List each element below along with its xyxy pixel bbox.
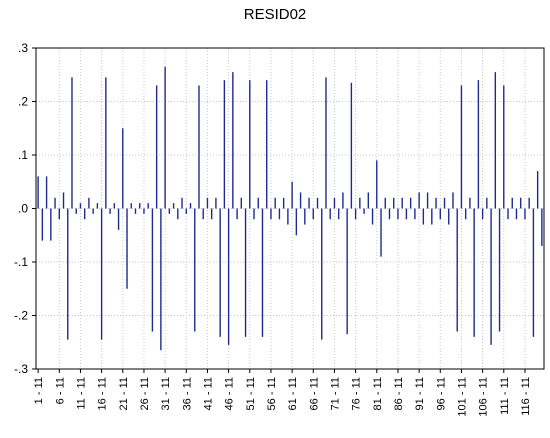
y-tick-label: -.1 xyxy=(14,255,28,269)
x-tick-label: 116 - 11 xyxy=(520,377,532,416)
x-tick-label: 61 - 11 xyxy=(287,377,299,410)
y-tick-label: -.3 xyxy=(14,362,28,376)
chart-title: RESID02 xyxy=(243,6,307,23)
x-tick-label: 56 - 11 xyxy=(266,377,278,410)
x-tick-label: 96 - 11 xyxy=(435,377,447,410)
x-tick-label: 101 - 11 xyxy=(456,377,468,417)
x-tick-label: 71 - 11 xyxy=(329,377,341,410)
x-tick-label: 76 - 11 xyxy=(351,377,363,410)
x-tick-label: 26 - 11 xyxy=(139,377,151,410)
y-tick-label: .1 xyxy=(18,148,28,162)
x-tick-label: 106 - 11 xyxy=(478,377,490,417)
x-tick-label: 111 - 11 xyxy=(499,377,511,415)
y-tick-label: .3 xyxy=(18,41,28,55)
x-tick-label: 41 - 11 xyxy=(202,377,214,410)
x-tick-label: 66 - 11 xyxy=(308,377,320,410)
x-tick-label: 16 - 11 xyxy=(97,377,109,410)
x-tick-label: 6 - 11 xyxy=(54,377,66,404)
x-tick-label: 86 - 11 xyxy=(393,377,405,410)
x-tick-label: 46 - 11 xyxy=(224,377,236,410)
y-tick-label: -.2 xyxy=(14,309,28,323)
x-tick-label: 36 - 11 xyxy=(181,377,193,410)
x-tick-label: 11 - 11 xyxy=(75,377,87,410)
plot-frame xyxy=(35,47,545,370)
x-tick-label: 1 - 11 xyxy=(33,377,45,404)
y-tick-label: .2 xyxy=(18,95,28,109)
x-tick-label: 81 - 11 xyxy=(372,377,384,410)
x-tick-label: 21 - 11 xyxy=(118,377,130,410)
x-tick-label: 31 - 11 xyxy=(160,377,172,410)
x-tick-label: 51 - 11 xyxy=(245,377,257,410)
x-tick-label: 91 - 11 xyxy=(414,377,426,410)
y-tick-label: .0 xyxy=(18,202,28,216)
